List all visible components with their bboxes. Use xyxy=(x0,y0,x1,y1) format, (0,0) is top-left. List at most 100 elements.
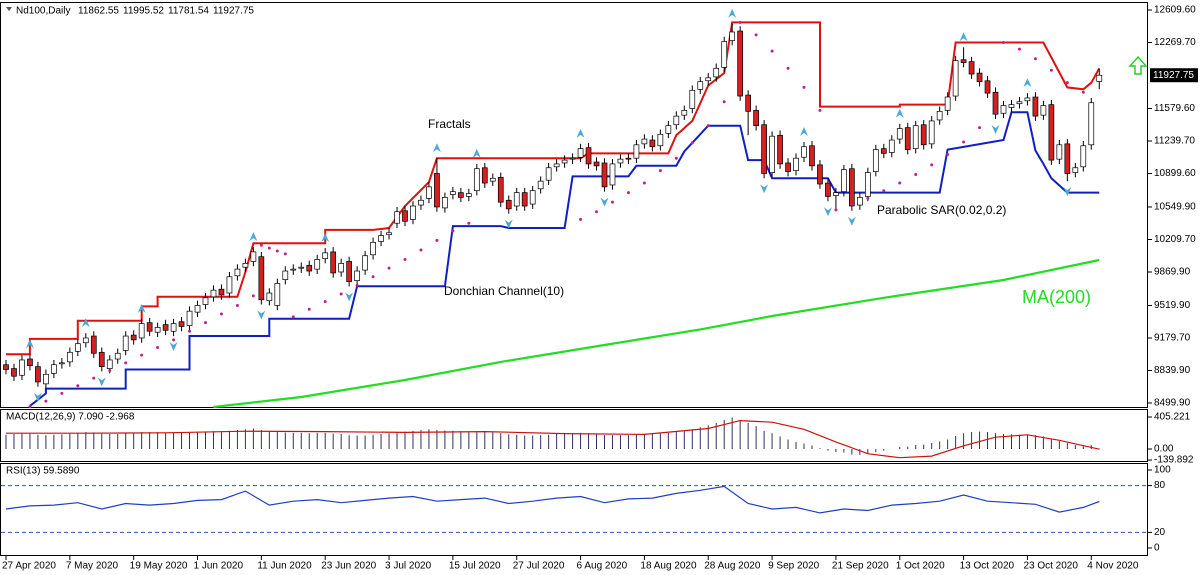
sar-dot xyxy=(387,266,391,270)
candle-body xyxy=(322,252,329,259)
candle-body xyxy=(43,373,49,385)
sar-dot xyxy=(188,329,192,333)
candle-body xyxy=(1000,105,1007,114)
sar-dot xyxy=(355,283,359,287)
candle-body xyxy=(537,180,544,190)
fractal-down xyxy=(257,310,266,320)
x-tick-label: 4 Nov 2020 xyxy=(1087,561,1139,572)
fractal-up xyxy=(1023,78,1032,88)
sar-dot xyxy=(882,189,886,193)
sar-dot xyxy=(579,217,583,221)
price-box xyxy=(1150,68,1198,83)
candle-body xyxy=(521,192,528,207)
candle-body xyxy=(689,89,696,109)
candle-body xyxy=(59,362,65,365)
sar-dot xyxy=(818,108,822,112)
fractal-up xyxy=(576,128,585,138)
header-low: 11781.54 xyxy=(168,6,209,17)
candle-body xyxy=(585,147,592,165)
candle-body xyxy=(904,127,911,150)
fractal-up xyxy=(895,108,904,118)
candle-body xyxy=(194,305,201,313)
sar-dot xyxy=(914,172,918,176)
sar-label: Parabolic SAR(0.02,0.2) xyxy=(877,203,1006,217)
fractal-up xyxy=(137,303,146,313)
candle-body xyxy=(418,199,424,206)
candle-body xyxy=(849,168,855,207)
sar-dot xyxy=(786,66,790,70)
sar-dot xyxy=(1065,81,1069,85)
sar-dot xyxy=(92,376,96,380)
sar-dot xyxy=(339,292,343,296)
candle-body xyxy=(513,192,520,207)
sar-dot xyxy=(866,196,870,200)
sar-dot xyxy=(754,33,758,37)
y-tick-label: 8499.90 xyxy=(1154,398,1191,409)
candle-body xyxy=(920,124,927,146)
candle-body xyxy=(793,157,799,171)
fractal-down xyxy=(504,219,513,229)
candle-body xyxy=(27,358,33,367)
candle-body xyxy=(976,72,983,83)
x-tick-label: 21 Sep 2020 xyxy=(832,561,889,572)
candle-body xyxy=(1032,96,1039,117)
trend-arrow xyxy=(1128,55,1148,75)
sar-dot xyxy=(802,85,806,89)
sar-dot xyxy=(738,20,742,24)
candle-body xyxy=(761,124,767,174)
sar-dot xyxy=(770,49,774,53)
candle-body xyxy=(864,172,871,197)
sar-dot xyxy=(978,126,982,130)
candle-body xyxy=(593,161,600,167)
candle-body xyxy=(633,144,640,159)
candle-body xyxy=(577,148,584,158)
sar-dot xyxy=(204,321,207,325)
candle-body xyxy=(338,263,345,273)
fractal-up xyxy=(472,148,481,158)
sar-dot xyxy=(626,191,630,195)
fractal-down xyxy=(169,342,178,352)
x-tick-label: 19 May 2020 xyxy=(130,561,188,572)
sar-dot xyxy=(28,405,32,409)
candle-body xyxy=(984,80,991,94)
candle-body xyxy=(753,110,759,127)
x-tick-label: 13 Oct 2020 xyxy=(960,561,1015,572)
candle-body xyxy=(825,182,831,197)
sar-dot xyxy=(251,294,255,298)
candle-body xyxy=(1024,97,1031,102)
candle-body xyxy=(617,158,624,164)
x-tick-label: 23 Jun 2020 xyxy=(321,561,376,572)
sar-dot xyxy=(722,100,726,104)
sar-dot xyxy=(140,353,144,357)
candle-body xyxy=(1088,102,1095,146)
candle-body xyxy=(82,337,89,344)
sar-dot xyxy=(850,202,854,206)
fractal-down xyxy=(991,124,1000,134)
y-tick-label: 10209.70 xyxy=(1154,234,1196,245)
candle-body xyxy=(497,176,504,203)
candle-body xyxy=(354,270,360,281)
x-tick-label: 7 May 2020 xyxy=(66,561,119,572)
candle-body xyxy=(258,256,265,301)
fractals-label: Fractals xyxy=(428,117,471,131)
sar-dot xyxy=(1017,47,1021,51)
fractal-down xyxy=(847,216,856,226)
fractal-up xyxy=(249,232,258,242)
candle-body xyxy=(968,61,975,75)
candle-body xyxy=(952,60,959,97)
y-tick-label: 20 xyxy=(1154,527,1166,538)
sar-dot xyxy=(451,229,455,233)
candle-body xyxy=(3,364,9,370)
candle-body xyxy=(370,241,376,256)
price-box-label: 11927.75 xyxy=(1153,70,1194,81)
candle-body xyxy=(785,162,791,172)
candle-body xyxy=(649,139,656,148)
candle-body xyxy=(202,297,209,305)
candle-body xyxy=(809,145,815,167)
candle-body xyxy=(178,321,185,327)
candle-body xyxy=(1072,167,1079,173)
sar-dot xyxy=(291,315,295,319)
sar-dot xyxy=(610,200,614,204)
candle-body xyxy=(186,310,193,326)
candle-body xyxy=(394,211,400,224)
